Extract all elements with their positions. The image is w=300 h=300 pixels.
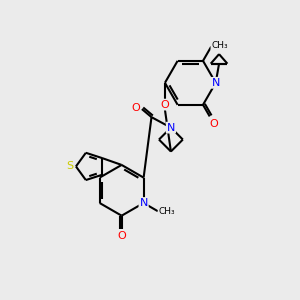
Text: CH₃: CH₃ [211,40,228,50]
Text: O: O [210,119,219,129]
Text: O: O [117,231,126,241]
Text: CH₃: CH₃ [158,207,175,216]
Text: N: N [140,198,148,208]
Text: N: N [212,78,220,88]
Text: O: O [131,103,140,112]
Text: O: O [160,100,169,110]
Text: S: S [66,161,73,171]
Text: N: N [167,123,175,133]
